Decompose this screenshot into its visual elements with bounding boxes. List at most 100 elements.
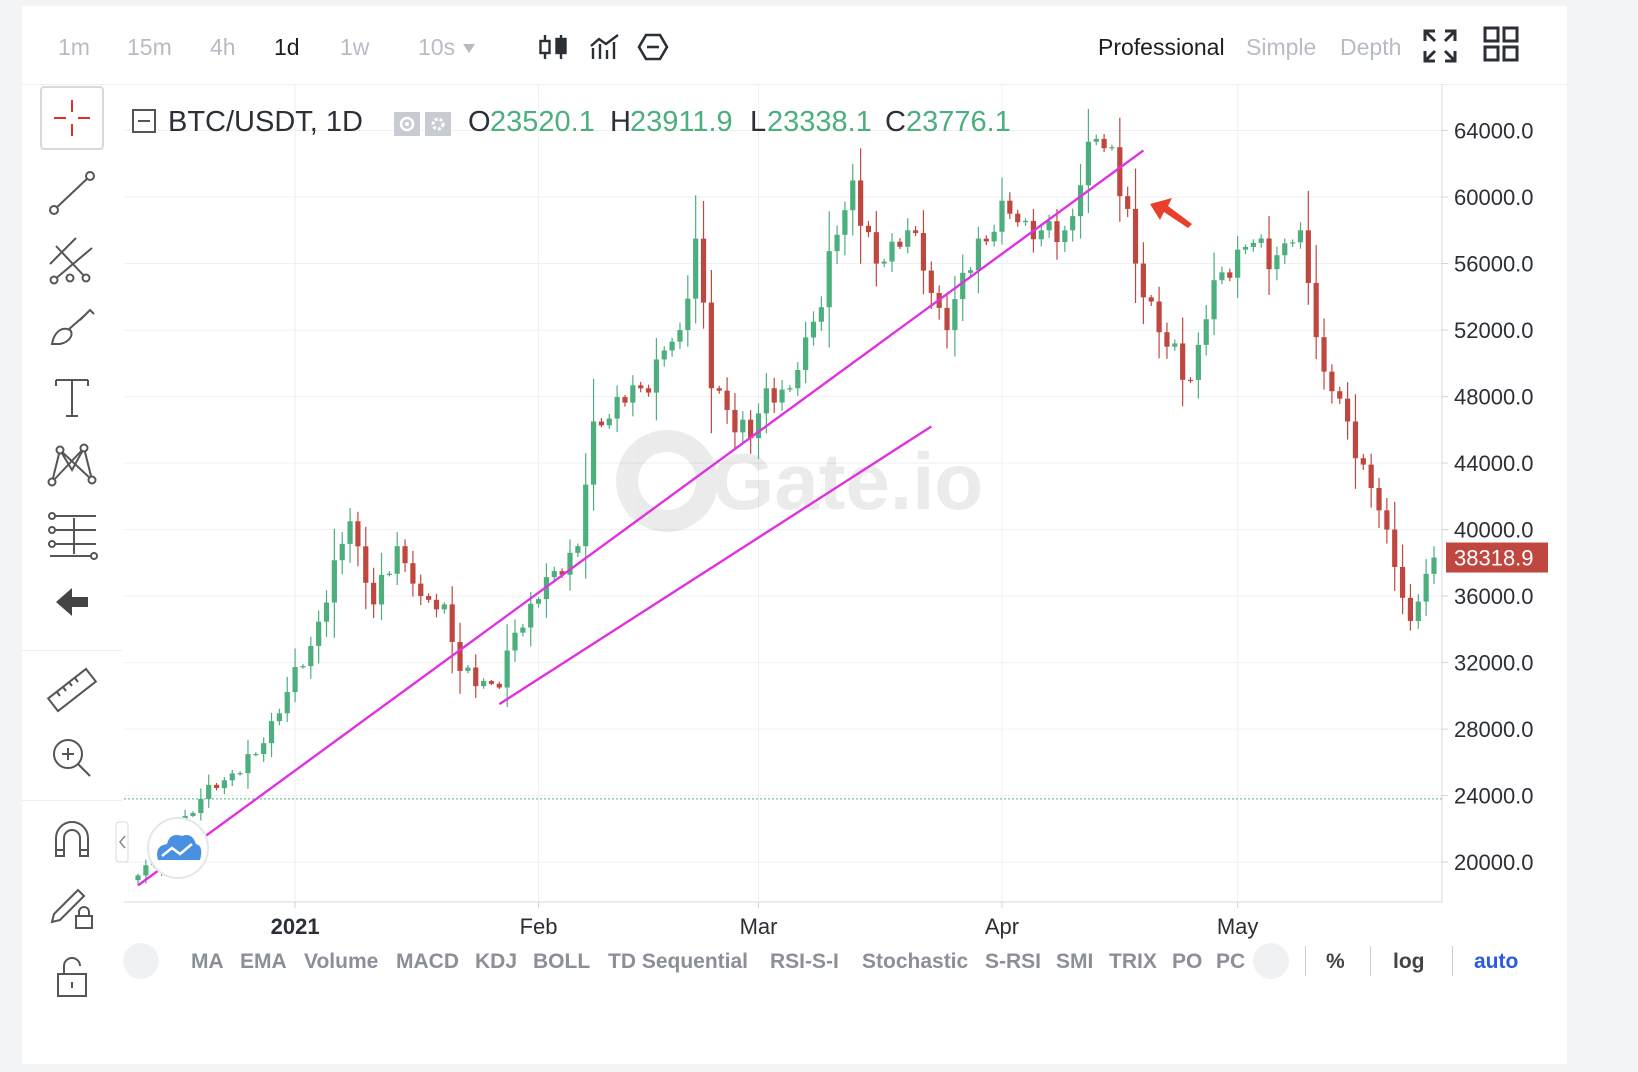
timeframe-4h[interactable]: 4h <box>210 34 236 60</box>
lock-drawing-tool[interactable] <box>40 876 104 940</box>
candle <box>1038 223 1044 247</box>
candle-body <box>481 681 487 687</box>
candle <box>1062 225 1068 252</box>
candle <box>1431 546 1437 585</box>
settings-hexagon-icon[interactable] <box>636 32 670 62</box>
measure-tool[interactable] <box>40 658 104 722</box>
candle-body <box>449 604 455 642</box>
candle-body <box>865 225 872 233</box>
legend-close-value: 23776.1 <box>906 106 1011 138</box>
scale-log[interactable]: log <box>1393 950 1425 973</box>
candle <box>1368 453 1374 508</box>
candle <box>858 148 864 264</box>
crosshair-icon <box>54 100 90 136</box>
candle <box>308 636 314 679</box>
scroll-right-button[interactable] <box>1253 943 1289 979</box>
candle <box>803 321 809 384</box>
fullscreen-icon[interactable] <box>1422 28 1458 64</box>
scale-auto[interactable]: auto <box>1474 950 1519 973</box>
candles <box>135 109 1437 885</box>
scroll-left-button[interactable] <box>123 943 159 979</box>
collapse-legend-icon[interactable] <box>132 109 156 133</box>
timeframe-1m[interactable]: 1m <box>58 34 90 60</box>
candle <box>418 574 424 606</box>
indicator-po[interactable]: PO <box>1172 950 1203 973</box>
candle <box>795 362 801 396</box>
indicator-macd[interactable]: MACD <box>396 950 459 973</box>
fib-tool[interactable] <box>40 502 104 566</box>
y-tick-label: 44000.0 <box>1454 451 1534 476</box>
indicator-chart-icon[interactable] <box>588 32 622 62</box>
pattern-tool[interactable] <box>40 434 104 498</box>
scale-percent[interactable]: % <box>1326 950 1345 973</box>
indicator-kdj[interactable]: KDJ <box>475 950 518 973</box>
candle <box>206 774 212 808</box>
interval-dropdown[interactable]: 10s <box>418 34 475 61</box>
candle-body <box>575 546 581 553</box>
channel-tool[interactable] <box>40 230 104 294</box>
indicator-ema[interactable]: EMA <box>240 950 287 973</box>
mode-simple[interactable]: Simple <box>1246 34 1317 60</box>
legend-controls-icon[interactable] <box>394 112 452 136</box>
mode-depth[interactable]: Depth <box>1340 34 1402 60</box>
candle <box>700 201 707 329</box>
candle <box>693 195 699 324</box>
magnet-tool[interactable] <box>40 808 104 872</box>
candlestick-style-icon[interactable] <box>537 32 571 62</box>
back-tool[interactable] <box>40 570 104 634</box>
scale-divider <box>1452 946 1453 976</box>
timeframe-15m[interactable]: 15m <box>127 34 172 60</box>
trendline-tool[interactable] <box>40 162 104 226</box>
candle <box>504 624 510 707</box>
indicator-td-sequential[interactable]: TD Sequential <box>608 950 749 973</box>
indicator-volume[interactable]: Volume <box>304 950 379 973</box>
candle <box>276 708 282 726</box>
y-tick-label: 60000.0 <box>1454 185 1534 210</box>
mode-professional[interactable]: Professional <box>1098 34 1225 60</box>
candle <box>1360 454 1366 470</box>
candle <box>944 292 950 349</box>
indicator-boll[interactable]: BOLL <box>533 950 591 973</box>
candle-body <box>535 599 542 604</box>
indicator-rsi-s-i[interactable]: RSI-S-I <box>770 950 839 973</box>
line-icon <box>49 171 95 215</box>
candle-body <box>1235 249 1241 278</box>
text-tool[interactable] <box>40 366 104 430</box>
candle-body <box>1140 263 1146 298</box>
indicator-pc[interactable]: PC <box>1216 950 1246 973</box>
candle <box>677 322 683 350</box>
indicator-trix[interactable]: TRIX <box>1109 950 1157 973</box>
indicator-stochastic[interactable]: Stochastic <box>862 950 969 973</box>
candle-body <box>496 683 502 688</box>
candle-body <box>983 238 989 242</box>
candle <box>630 375 636 417</box>
candle <box>253 752 259 757</box>
layout-grid-icon[interactable] <box>1483 26 1519 62</box>
brush-tool[interactable] <box>40 298 104 362</box>
candle <box>1085 109 1091 214</box>
zoom-tool[interactable] <box>40 726 104 790</box>
candle <box>865 221 872 238</box>
crosshair-tool[interactable] <box>40 86 104 150</box>
lock-tool[interactable] <box>40 944 104 1008</box>
indicator-smi[interactable]: SMI <box>1056 950 1094 973</box>
indicator-s-rsi[interactable]: S-RSI <box>985 950 1042 973</box>
cloud-sync-button[interactable] <box>147 817 209 879</box>
legend-open-label: O <box>468 106 491 138</box>
candle-body <box>488 681 495 684</box>
candle <box>1352 394 1359 489</box>
timeframe-1d[interactable]: 1d <box>274 34 300 60</box>
trading-chart-widget: 1m 15m 4h 1d 1w 10s Professional Simple … <box>22 6 1567 1064</box>
candle-body <box>473 667 479 687</box>
candle <box>928 261 934 310</box>
candle-body <box>653 359 659 393</box>
candle <box>488 679 495 686</box>
indicator-ma[interactable]: MA <box>191 950 224 973</box>
price-chart[interactable]: Gate.io 20000.0 24000.0 28000.0 32000.0 36000… <box>22 84 1567 944</box>
candle-body <box>1313 282 1319 338</box>
timeframe-1w[interactable]: 1w <box>340 34 370 60</box>
candle-body <box>967 270 974 273</box>
candle-body <box>850 180 856 211</box>
candle-body <box>143 865 149 876</box>
candle <box>449 586 455 674</box>
